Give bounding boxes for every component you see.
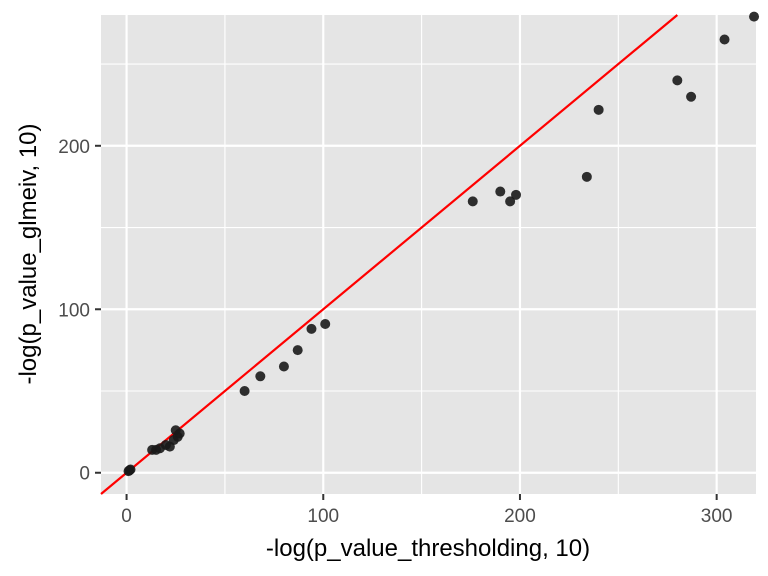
data-point [719, 34, 730, 45]
x-tick-label: 300 [701, 506, 733, 527]
data-point [686, 91, 697, 102]
y-axis-title: -log(p_value_glmeiv, 10) [15, 123, 42, 384]
reference-line [100, 14, 679, 495]
y-tick-label: 100 [58, 300, 90, 321]
data-point [255, 371, 266, 382]
y-tick-label: 200 [58, 137, 90, 158]
data-point [320, 318, 331, 329]
y-axis-ticks: 0 100 200 [58, 137, 101, 485]
data-point [505, 196, 516, 207]
data-point [581, 171, 592, 182]
data-point [511, 189, 522, 200]
x-axis-title: -log(p_value_thresholding, 10) [266, 535, 590, 562]
data-point [593, 104, 604, 115]
data-point [174, 428, 185, 439]
reference-line-group [100, 14, 679, 495]
data-point [292, 345, 303, 356]
data-point [239, 386, 250, 397]
data-point [495, 186, 506, 197]
grid-lines [101, 15, 756, 494]
x-tick-label: 100 [307, 506, 339, 527]
panel-background [101, 15, 756, 494]
data-point [749, 11, 760, 22]
x-tick-label: 200 [504, 506, 536, 527]
data-points [123, 11, 760, 477]
x-tick-label: 0 [121, 506, 132, 527]
y-tick-label: 0 [79, 464, 90, 485]
x-axis-ticks: 0 100 200 300 [121, 494, 733, 527]
data-point [467, 196, 478, 207]
data-point [306, 323, 317, 334]
data-point [278, 361, 289, 372]
data-point [672, 75, 683, 86]
data-point [125, 464, 136, 475]
